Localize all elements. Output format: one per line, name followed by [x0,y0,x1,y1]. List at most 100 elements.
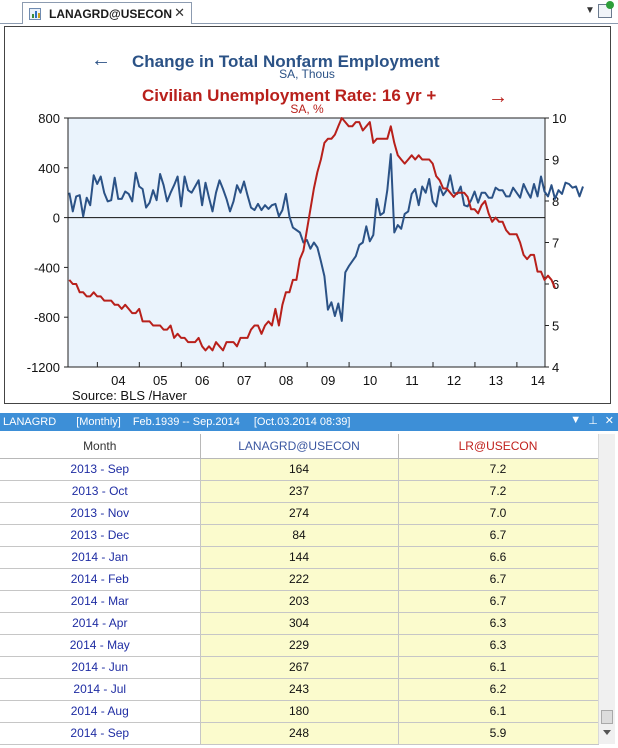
table-row[interactable]: 2014 - Jun 267 6.1 [0,656,599,679]
tab-lanagrd[interactable]: LANAGRD@USECON ✕ [22,2,192,24]
cell-month[interactable]: 2013 - Nov [0,502,201,525]
cell-unemployment[interactable]: 5.9 [398,722,599,745]
table-row[interactable]: 2014 - Jul 243 6.2 [0,678,599,701]
cell-month[interactable]: 2014 - Jan [0,546,201,569]
pin-icon[interactable]: ⊥ [588,415,598,427]
grid-header-row: Month LANAGRD@USECON LR@USECON [0,434,599,459]
cell-month[interactable]: 2014 - Mar [0,590,201,613]
y-left-tick-label: 400 [38,161,60,176]
x-tick-label: 14 [531,373,545,388]
table-row[interactable]: 2014 - Mar 203 6.7 [0,590,599,613]
panel-timestamp: [Oct.03.2014 08:39] [253,416,351,428]
table-row[interactable]: 2014 - Apr 304 6.3 [0,612,599,635]
y-left-tick-label: -1200 [27,360,60,375]
x-tick-label: 13 [489,373,503,388]
table-row[interactable]: 2013 - Sep 164 7.2 [0,458,599,481]
cell-month[interactable]: 2013 - Oct [0,480,201,503]
cell-unemployment[interactable]: 7.0 [398,502,599,525]
cell-unemployment[interactable]: 6.1 [398,656,599,679]
scroll-down-icon[interactable] [603,730,611,735]
cell-employment[interactable]: 248 [200,722,399,745]
table-row[interactable]: 2014 - Sep 248 5.9 [0,722,599,745]
cell-month[interactable]: 2013 - Dec [0,524,201,547]
cell-unemployment[interactable]: 6.3 [398,612,599,635]
data-panel-header: LANAGRD [Monthly] Feb.1939 -- Sep.2014 [… [0,413,618,431]
cell-month[interactable]: 2014 - Aug [0,700,201,723]
chart-panel: ← Change in Total Nonfarm Employment SA, T… [4,26,611,404]
chart-title-2: Civilian Unemployment Rate: 16 yr + [142,86,436,105]
cell-unemployment[interactable]: 7.2 [398,480,599,503]
table-row[interactable]: 2013 - Nov 274 7.0 [0,502,599,525]
table-row[interactable]: 2014 - Jan 144 6.6 [0,546,599,569]
chevron-down-icon[interactable]: ▼ [585,5,595,16]
cell-unemployment[interactable]: 6.2 [398,678,599,701]
cell-month[interactable]: 2014 - Jun [0,656,201,679]
cell-employment[interactable]: 229 [200,634,399,657]
series-line-unemployment [68,117,556,352]
cell-month[interactable]: 2014 - May [0,634,201,657]
title-arrow-left-icon: ← [91,49,111,71]
cell-unemployment[interactable]: 6.1 [398,700,599,723]
table-row[interactable]: 2014 - Aug 180 6.1 [0,700,599,723]
y-right-tick-label: 7 [552,236,559,251]
cell-employment[interactable]: 237 [200,480,399,503]
y-right-tick-label: 8 [552,194,559,209]
cell-employment[interactable]: 222 [200,568,399,591]
column-header-employment[interactable]: LANAGRD@USECON [200,434,399,459]
cell-unemployment[interactable]: 6.3 [398,634,599,657]
table-row[interactable]: 2014 - Feb 222 6.7 [0,568,599,591]
x-tick-label: 05 [153,373,167,388]
cell-employment[interactable]: 164 [200,458,399,481]
scrollbar-thumb[interactable] [601,710,613,724]
cell-month[interactable]: 2014 - Sep [0,722,201,745]
vertical-scrollbar[interactable] [598,434,615,744]
cell-month[interactable]: 2014 - Feb [0,568,201,591]
tab-strip: LANAGRD@USECON ✕ ▼ [0,0,618,24]
cell-employment[interactable]: 203 [200,590,399,613]
series-line-employment [68,153,584,322]
column-header-unemployment[interactable]: LR@USECON [398,434,599,459]
x-tick-label: 07 [237,373,251,388]
y-left-tick-label: -800 [34,310,60,325]
chart-subtitle-2: SA, % [290,102,324,116]
panel-close-icon[interactable]: ✕ [604,415,614,427]
chart-subtitle: SA, Thous [279,67,335,81]
cell-employment[interactable]: 243 [200,678,399,701]
data-grid: Month LANAGRD@USECON LR@USECON 2013 - Se… [0,434,599,745]
x-tick-label: 08 [279,373,293,388]
panel-date-range: Feb.1939 -- Sep.2014 [132,416,240,428]
cell-unemployment[interactable]: 6.7 [398,524,599,547]
cell-employment[interactable]: 144 [200,546,399,569]
title-arrow-right-icon: → [488,86,508,108]
cell-unemployment[interactable]: 6.7 [398,568,599,591]
table-row[interactable]: 2014 - May 229 6.3 [0,634,599,657]
panel-series-name: LANAGRD [3,416,57,428]
cell-employment[interactable]: 180 [200,700,399,723]
x-tick-label: 10 [363,373,377,388]
panel-frequency: [Monthly] [76,416,121,428]
x-tick-label: 04 [111,373,125,388]
cell-month[interactable]: 2014 - Apr [0,612,201,635]
panel-menu-icon[interactable]: ▼ [570,414,582,426]
cell-month[interactable]: 2014 - Jul [0,678,201,701]
cell-employment[interactable]: 304 [200,612,399,635]
y-right-tick-label: 10 [552,111,566,126]
x-tick-label: 09 [321,373,335,388]
cell-unemployment[interactable]: 6.6 [398,546,599,569]
cell-month[interactable]: 2013 - Sep [0,458,201,481]
cell-employment[interactable]: 84 [200,524,399,547]
column-header-month[interactable]: Month [0,434,201,459]
y-right-tick-label: 5 [552,319,559,334]
new-window-icon[interactable] [598,1,614,18]
cell-employment[interactable]: 267 [200,656,399,679]
tab-title: LANAGRD@USECON [49,6,173,21]
cell-unemployment[interactable]: 6.7 [398,590,599,613]
cell-employment[interactable]: 274 [200,502,399,525]
close-icon[interactable]: ✕ [174,5,185,20]
cell-unemployment[interactable]: 7.2 [398,458,599,481]
y-left-tick-label: 800 [38,111,60,126]
table-row[interactable]: 2013 - Dec 84 6.7 [0,524,599,547]
table-row[interactable]: 2013 - Oct 237 7.2 [0,480,599,503]
